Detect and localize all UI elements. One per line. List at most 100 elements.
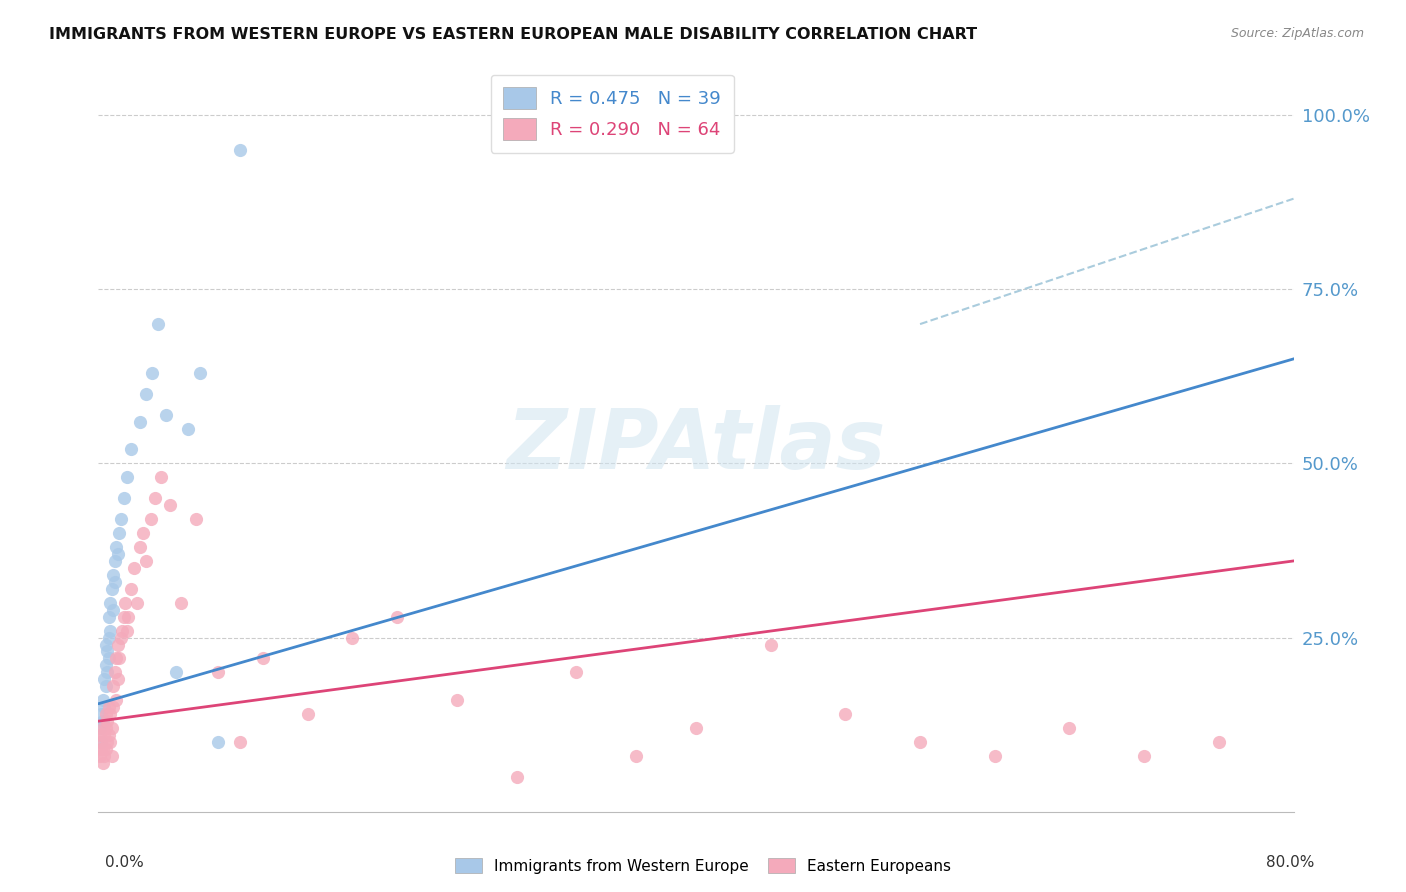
Point (98, 707, 122, 722)
Point (150, 470, 173, 484)
Point (107, 673, 129, 687)
Point (91, 742, 114, 756)
Point (626, 749, 648, 764)
Point (104, 554, 127, 568)
Point (94, 721, 117, 735)
Point (685, 721, 707, 735)
Point (90, 742, 112, 756)
Text: 80.0%: 80.0% (1267, 855, 1315, 870)
Point (96, 714, 118, 728)
Point (112, 491, 135, 506)
Point (89, 728, 111, 742)
Point (252, 651, 274, 665)
Point (90, 707, 112, 722)
Point (184, 512, 207, 526)
Point (91, 721, 114, 735)
Point (117, 609, 139, 624)
Point (89, 749, 111, 764)
Point (1059, 721, 1081, 735)
Point (148, 317, 170, 331)
Point (342, 631, 364, 645)
Point (105, 651, 128, 665)
Point (565, 665, 588, 680)
Point (107, 547, 129, 561)
Point (93, 700, 115, 714)
Point (143, 491, 166, 506)
Text: ZIPAtlas: ZIPAtlas (506, 406, 886, 486)
Point (135, 386, 157, 401)
Point (834, 707, 856, 722)
Point (229, 735, 252, 749)
Point (97, 631, 120, 645)
Point (188, 366, 211, 380)
Point (169, 596, 191, 610)
Point (94, 638, 117, 652)
Point (297, 707, 319, 722)
Point (165, 665, 187, 680)
Text: Source: ZipAtlas.com: Source: ZipAtlas.com (1230, 27, 1364, 40)
Legend: Immigrants from Western Europe, Eastern Europeans: Immigrants from Western Europe, Eastern … (449, 852, 957, 880)
Point (96, 644, 118, 658)
Point (103, 603, 125, 617)
Point (129, 415, 152, 429)
Point (89, 721, 111, 735)
Point (107, 638, 129, 652)
Point (103, 700, 125, 714)
Point (115, 624, 138, 638)
Point (90, 735, 112, 749)
Point (120, 442, 142, 457)
Point (139, 512, 162, 526)
Point (91, 714, 114, 728)
Point (141, 366, 163, 380)
Point (93, 749, 115, 764)
Point (97, 728, 120, 742)
Point (112, 609, 135, 624)
Point (91, 756, 114, 770)
Point (111, 624, 134, 638)
Text: IMMIGRANTS FROM WESTERN EUROPE VS EASTERN EUROPEAN MALE DISABILITY CORRELATION C: IMMIGRANTS FROM WESTERN EUROPE VS EASTER… (49, 27, 977, 42)
Point (108, 651, 131, 665)
Point (132, 526, 155, 541)
Point (159, 498, 181, 512)
Point (124, 561, 146, 575)
Point (103, 679, 125, 693)
Point (103, 567, 125, 582)
Point (105, 693, 128, 707)
Point (110, 631, 132, 645)
Point (1208, 735, 1230, 749)
Point (177, 421, 200, 435)
Point (96, 665, 118, 680)
Point (94, 658, 117, 673)
Point (104, 574, 127, 589)
Point (93, 673, 115, 687)
Point (207, 665, 229, 680)
Point (908, 735, 931, 749)
Point (129, 540, 152, 554)
Point (94, 742, 117, 756)
Point (97, 651, 120, 665)
Point (108, 526, 131, 541)
Point (114, 596, 136, 610)
Point (94, 707, 117, 722)
Point (207, 735, 229, 749)
Point (90, 735, 112, 749)
Point (101, 749, 124, 764)
Point (135, 554, 157, 568)
Point (385, 609, 409, 624)
Point (91, 693, 114, 707)
Point (96, 735, 118, 749)
Point (101, 721, 124, 735)
Point (104, 665, 127, 680)
Point (98, 735, 122, 749)
Point (93, 728, 115, 742)
Point (110, 512, 132, 526)
Point (1133, 749, 1156, 764)
Point (120, 582, 142, 596)
Legend: R = 0.475   N = 39, R = 0.290   N = 64: R = 0.475 N = 39, R = 0.290 N = 64 (491, 75, 734, 153)
Point (115, 470, 138, 484)
Point (506, 770, 529, 784)
Point (98, 596, 122, 610)
Point (446, 693, 468, 707)
Point (94, 679, 117, 693)
Point (229, 143, 252, 157)
